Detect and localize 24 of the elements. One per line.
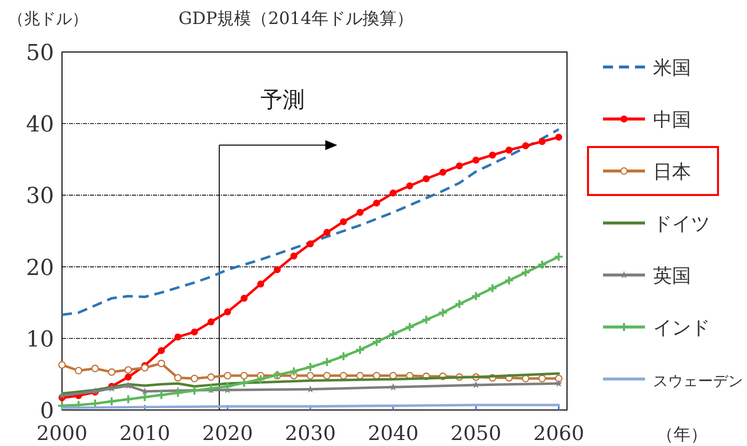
- legend-label: ドイツ: [653, 213, 710, 235]
- y-tick-label: 0: [40, 399, 54, 424]
- y-tick-label: 20: [26, 256, 54, 281]
- legend-label: 日本: [653, 161, 691, 183]
- x-tick-label: 2040: [368, 421, 419, 445]
- y-axis-title: （兆ドル）: [8, 9, 88, 28]
- x-tick-label: 2020: [202, 421, 254, 445]
- x-tick-label: 2000: [36, 421, 88, 445]
- x-axis-title: （年）: [656, 425, 708, 445]
- legend-label: 中国: [653, 109, 691, 131]
- ref-line-label: 予測: [260, 88, 304, 114]
- x-tick-label: 2010: [119, 421, 170, 445]
- y-tick-label: 10: [26, 327, 54, 352]
- chart-title: GDP規模（2014年ドル換算）: [178, 9, 414, 29]
- x-tick-label: 2060: [533, 421, 584, 445]
- x-tick-label: 2030: [284, 421, 336, 445]
- legend-label: 米国: [653, 57, 691, 79]
- legend-label: スウェーデン: [653, 372, 743, 390]
- legend-label: 英国: [653, 265, 691, 287]
- y-tick-label: 40: [26, 112, 54, 138]
- legend-label: インド: [653, 317, 710, 339]
- y-tick-label: 50: [26, 41, 54, 66]
- x-tick-label: 2050: [450, 421, 502, 445]
- y-tick-label: 30: [26, 184, 54, 210]
